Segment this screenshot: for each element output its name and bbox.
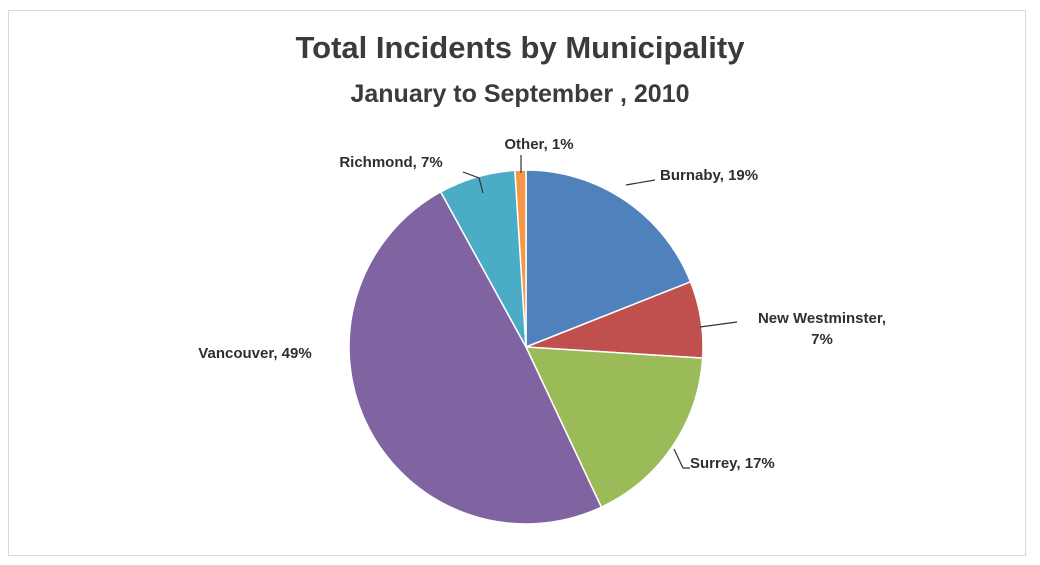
data-label-surrey: Surrey, 17% bbox=[690, 455, 775, 472]
data-label-other: Other, 1% bbox=[504, 136, 573, 153]
leader-line-surrey bbox=[673, 448, 690, 469]
pie-slice-surrey bbox=[524, 346, 704, 509]
chart-subtitle: January to September , 2010 bbox=[350, 80, 690, 108]
data-label-richmond: Richmond, 7% bbox=[339, 154, 442, 171]
leader-line-new-westminster bbox=[699, 321, 738, 328]
data-label-vancouver: Vancouver, 49% bbox=[198, 345, 311, 362]
leader-line-burnaby bbox=[625, 179, 656, 186]
leader-lines bbox=[462, 155, 738, 469]
data-label-new-westminster: New Westminster, 7% bbox=[758, 310, 886, 348]
leader-line-richmond bbox=[462, 171, 484, 194]
pie-slice-burnaby bbox=[525, 169, 692, 349]
pie-slices bbox=[348, 169, 704, 525]
data-label-burnaby: Burnaby, 19% bbox=[660, 167, 758, 184]
pie-slice-vancouver bbox=[348, 190, 603, 525]
slice-labels: Burnaby, 19% New Westminster, 7% Surrey, 17… bbox=[198, 136, 886, 472]
chart-title: Total Incidents by Municipality bbox=[295, 30, 745, 65]
